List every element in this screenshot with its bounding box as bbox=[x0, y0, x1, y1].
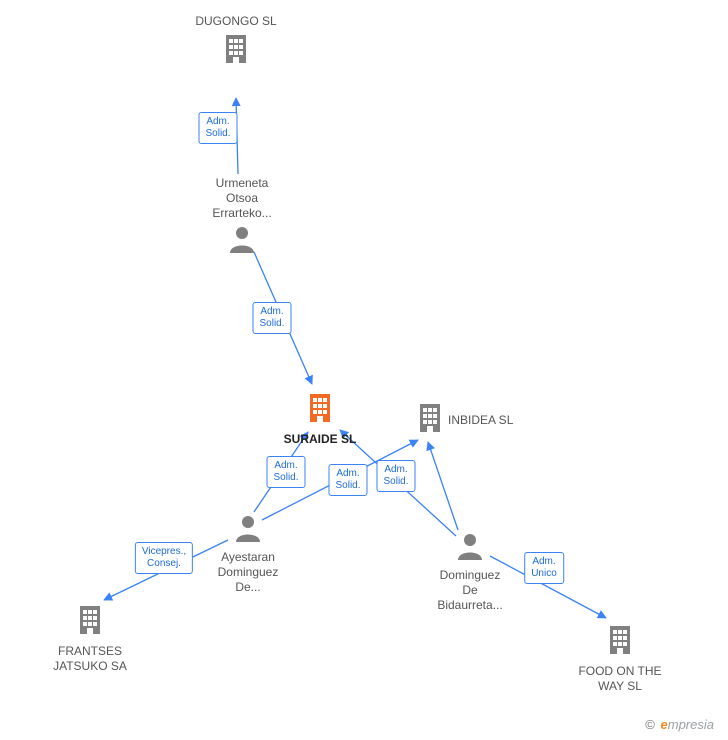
building-icon bbox=[304, 413, 336, 427]
person-node-dominguez[interactable]: Dominguez De Bidaurreta... bbox=[410, 532, 530, 613]
node-label: INBIDEA SL bbox=[448, 413, 513, 428]
building-icon bbox=[220, 54, 252, 68]
footer-branding: © empresia bbox=[645, 717, 714, 732]
building-icon bbox=[414, 402, 446, 438]
node-label: Dominguez De Bidaurreta... bbox=[410, 568, 530, 613]
brand-first-letter: e bbox=[661, 717, 668, 732]
building-node-frantses[interactable]: FRANTSES JATSUKO SA bbox=[30, 604, 150, 674]
person-icon bbox=[234, 531, 262, 545]
building-node-inbidea[interactable]: INBIDEA SL bbox=[414, 402, 594, 438]
edge-label: Vicepres., Consej. bbox=[135, 542, 193, 574]
person-node-ayestaran[interactable]: Ayestaran Dominguez De... bbox=[188, 514, 308, 595]
node-label: Urmeneta Otsoa Errarteko... bbox=[182, 176, 302, 221]
node-label: DUGONGO SL bbox=[176, 14, 296, 29]
brand-rest: mpresia bbox=[668, 717, 714, 732]
node-label: Ayestaran Dominguez De... bbox=[188, 550, 308, 595]
copyright-symbol: © bbox=[645, 717, 655, 732]
building-node-suraide[interactable]: SURAIDE SL bbox=[260, 392, 380, 447]
edge-label: Adm. Unico bbox=[524, 552, 564, 584]
diagram-canvas: DUGONGO SL Urmeneta Otsoa Errarteko... S… bbox=[0, 0, 728, 740]
edge-label: Adm. Solid. bbox=[198, 112, 237, 144]
edge-label: Adm. Solid. bbox=[266, 456, 305, 488]
node-label: SURAIDE SL bbox=[260, 432, 380, 447]
edge-label: Adm. Solid. bbox=[252, 302, 291, 334]
edge-label: Adm. Solid. bbox=[376, 460, 415, 492]
person-icon bbox=[456, 549, 484, 563]
person-node-urmeneta[interactable]: Urmeneta Otsoa Errarteko... bbox=[182, 172, 302, 257]
person-icon bbox=[228, 242, 256, 256]
building-node-food[interactable]: FOOD ON THE WAY SL bbox=[560, 624, 680, 694]
edge-label: Adm. Solid. bbox=[328, 464, 367, 496]
node-label: FOOD ON THE WAY SL bbox=[560, 664, 680, 694]
building-icon bbox=[74, 625, 106, 639]
building-node-dugongo[interactable]: DUGONGO SL bbox=[176, 10, 296, 69]
edge-line bbox=[428, 442, 458, 530]
node-label: FRANTSES JATSUKO SA bbox=[30, 644, 150, 674]
building-icon bbox=[604, 645, 636, 659]
